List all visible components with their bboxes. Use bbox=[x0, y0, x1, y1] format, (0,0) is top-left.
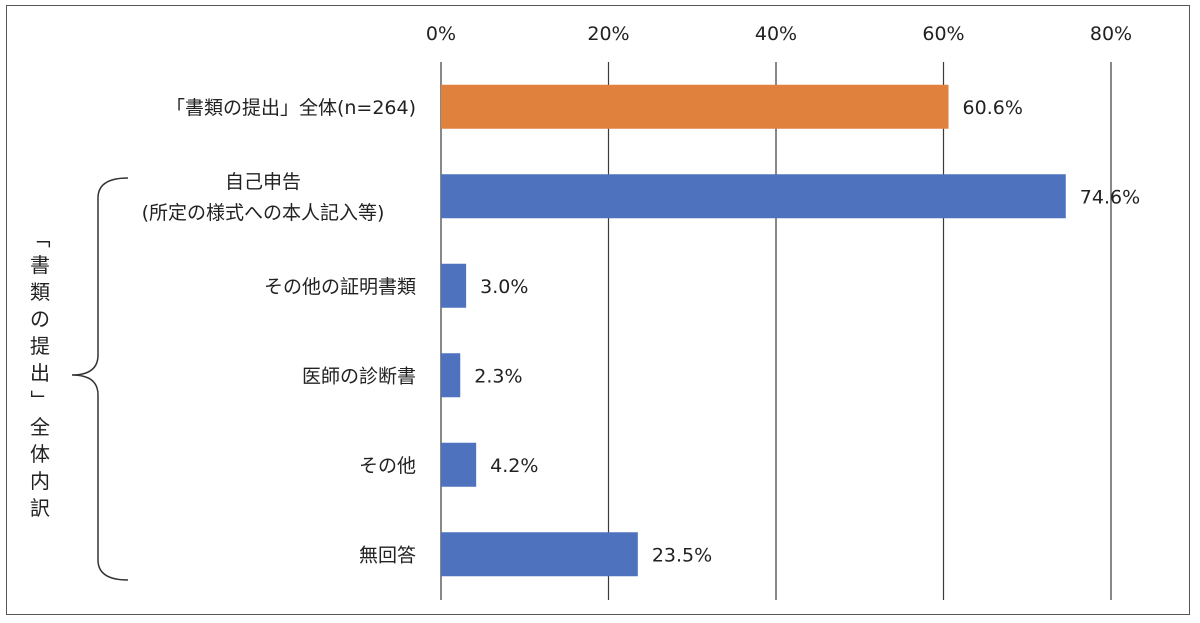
category-label: その他の証明書類 bbox=[264, 276, 416, 298]
data-label: 2.3% bbox=[474, 365, 522, 387]
chart-frame bbox=[6, 5, 1190, 615]
bar bbox=[441, 84, 949, 129]
side-label-char: 類 bbox=[30, 280, 50, 304]
side-label-char: 「 bbox=[28, 228, 52, 248]
category-label: (所定の様式への本人記入等) bbox=[142, 202, 385, 224]
category-label: 医師の診断書 bbox=[302, 365, 416, 387]
side-label-char: 」 bbox=[28, 390, 52, 410]
tick-label: 60% bbox=[922, 23, 964, 45]
category-label: その他 bbox=[359, 455, 416, 477]
tick-label: 0% bbox=[426, 23, 456, 45]
side-label-char: 書 bbox=[30, 253, 50, 277]
bar bbox=[441, 442, 477, 487]
category-label: 「書類の提出」全体(n=264) bbox=[166, 97, 416, 119]
side-label-char: 訳 bbox=[30, 496, 50, 520]
group-brace bbox=[71, 177, 129, 581]
bar bbox=[441, 532, 638, 577]
side-label-char: の bbox=[30, 307, 50, 331]
side-label-char: 提 bbox=[30, 334, 50, 358]
data-label: 4.2% bbox=[490, 455, 538, 477]
side-label-char: 内 bbox=[30, 469, 50, 493]
data-label: 60.6% bbox=[963, 97, 1023, 119]
side-label-char: 出 bbox=[30, 361, 50, 385]
data-label: 74.6% bbox=[1080, 186, 1140, 208]
category-label: 自己申告 bbox=[225, 171, 301, 193]
data-label: 3.0% bbox=[480, 276, 528, 298]
side-label-char: 全 bbox=[30, 415, 50, 439]
bar bbox=[441, 174, 1066, 219]
data-label: 23.5% bbox=[652, 544, 712, 566]
side-label-char: 体 bbox=[30, 442, 50, 466]
bar bbox=[441, 263, 467, 308]
category-label: 無回答 bbox=[359, 544, 416, 566]
tick-label: 20% bbox=[587, 23, 629, 45]
bar bbox=[441, 353, 461, 398]
tick-label: 80% bbox=[1090, 23, 1132, 45]
tick-label: 40% bbox=[755, 23, 797, 45]
